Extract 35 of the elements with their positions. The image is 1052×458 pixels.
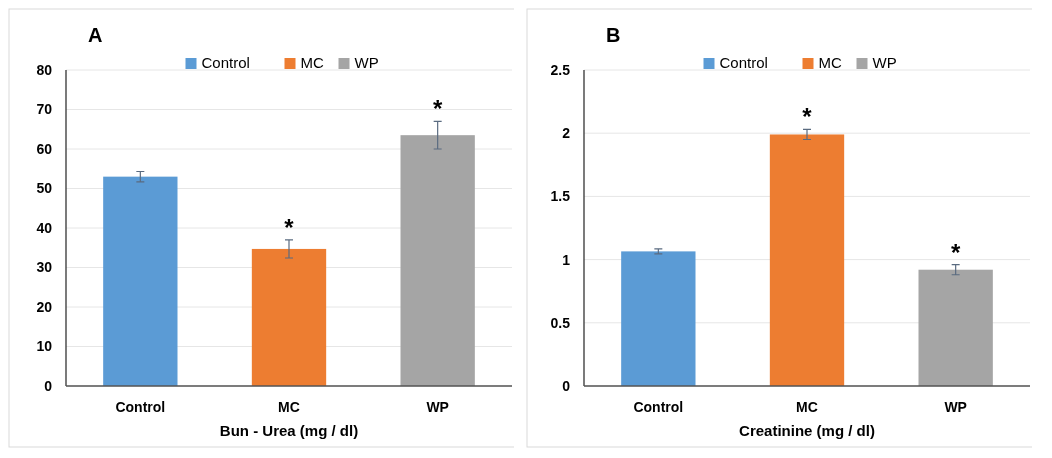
legend-label: MC [818,54,842,71]
y-tick-label: 80 [36,61,53,78]
y-tick-label: 60 [36,140,53,157]
chart-title: A [88,24,103,46]
annotation: * [432,95,443,123]
x-axis-title: Creatinine (mg / dl) [739,422,875,439]
annotation: * [284,213,295,241]
chart-title: B [606,24,621,46]
x-axis-title: Bun - Urea (mg / dl) [219,422,359,439]
y-tick-label: 30 [36,259,53,276]
y-tick-label: 0 [44,377,53,394]
x-tick-label: Control [115,399,166,415]
y-tick-label: 2 [562,125,571,142]
y-tick-label: 2.5 [550,61,571,78]
y-tick-label: 50 [36,180,53,197]
x-tick-label: Control [633,399,684,415]
y-tick-label: 0.5 [550,314,571,331]
y-tick-label: 0 [562,377,571,394]
x-tick-label: MC [796,399,818,415]
y-tick-label: 40 [36,219,53,236]
legend-label: MC [300,54,324,71]
y-tick-label: 1.5 [550,188,571,205]
y-tick-label: 10 [36,338,53,355]
y-tick-label: 70 [36,101,53,118]
annotation: * [802,103,813,131]
legend-label: WP [354,54,379,71]
legend-label: Control [201,54,250,71]
x-tick-label: WP [426,399,449,415]
y-tick-label: 20 [36,298,53,315]
x-tick-label: WP [944,399,967,415]
legend-label: Control [719,54,768,71]
x-tick-label: MC [278,399,300,415]
y-tick-label: 1 [562,251,571,268]
legend-label: WP [872,54,897,71]
annotation: * [950,238,961,266]
